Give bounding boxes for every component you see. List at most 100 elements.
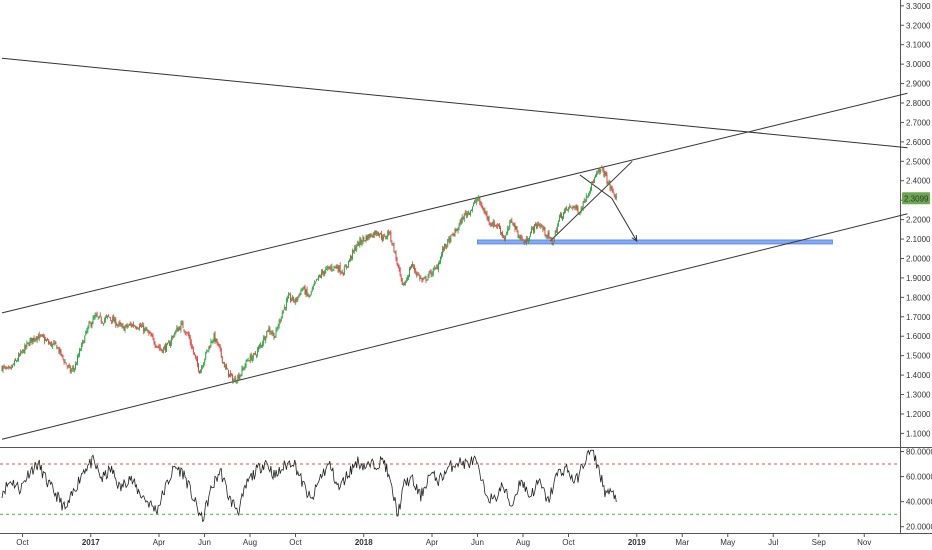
candle-body [238,374,240,379]
candle-body [446,246,448,248]
candle-body [511,220,513,222]
rsi-pane[interactable] [0,449,900,523]
candle-body [532,227,533,229]
price-tick-label: 3.0000 [906,60,931,69]
candle-body [57,347,59,349]
candle-body [572,207,574,209]
candle-body [453,234,455,237]
candle-body [372,232,374,238]
time-tick-label: Jul [768,538,778,547]
candle-body [383,236,385,240]
candle-body [604,172,606,176]
candle-body [159,347,161,349]
candle-body [325,269,327,273]
candle-body [488,217,490,223]
candle-body [614,195,616,199]
candle-body [605,171,607,175]
candle-body [347,260,349,266]
candle-body [527,239,529,243]
candle-body [214,332,216,342]
candle-body [192,348,194,353]
candle-body [354,247,356,252]
price-axis[interactable]: 3.3000 3.2000 3.1000 3.0000 2.9000 2.8000 2.70… [900,2,931,439]
time-axis[interactable]: Oct 2017 Apr Jun Aug Oct 2018 Apr Jun Aug Oct 2019 M… [16,533,871,547]
candle-body [442,248,443,255]
candle-body [589,188,591,192]
candle-body [585,196,587,202]
candle-body [162,347,164,354]
candle-body [156,346,158,348]
candle-body [92,317,94,324]
candle-body [373,232,375,236]
candle-body [222,362,224,363]
candle-body [221,356,223,363]
rsi-tick-label: 20.0000 [906,523,932,532]
candle-body [74,363,76,369]
candle-body [320,276,321,277]
candle-body [206,350,208,353]
price-pane[interactable] [0,0,900,447]
price-tick-label: 2.0000 [906,254,931,263]
candle-body [416,272,418,276]
candle-body [332,269,334,271]
candle-body [410,267,411,269]
time-tick-label: 2019 [628,538,646,547]
candle-body [427,276,429,279]
candle-body [210,341,212,348]
candle-body [355,247,357,251]
candle-body [338,265,340,272]
candle-body [331,266,333,270]
candle-body [34,338,36,341]
candle-body [492,221,494,227]
candle-body [220,348,222,357]
price-tick-label: 2.4000 [906,177,931,186]
candle-body [390,232,392,241]
candle-body [571,207,573,209]
candle-body [197,358,198,365]
candle-body [465,213,467,216]
candle-body [304,286,306,295]
candle-body [113,316,115,322]
candle-body [130,324,132,326]
time-tick-label: Aug [243,538,257,547]
candle-body [190,341,192,348]
candle-body [602,167,604,170]
candle-body [248,360,250,362]
candle-body [478,197,480,199]
candle-body [281,312,283,319]
candle-body [23,349,25,353]
candle-body [153,338,155,344]
candle-body [449,238,451,243]
candle-body [327,266,329,269]
candle-body [486,212,488,218]
time-tick-label: Jun [198,538,211,547]
candle-body [125,324,127,327]
candle-body [576,205,578,209]
candle-body [218,343,220,347]
candle-body [480,202,482,205]
candle-body [500,227,501,233]
candle-body [611,186,613,190]
candle-body [337,267,339,272]
rsi-axis[interactable]: 80.0000 60.0000 40.0000 20.0000 [900,448,932,532]
candle-body [367,234,369,241]
candle-body [547,233,549,237]
candle-body [514,223,516,230]
candle-body [103,319,105,323]
candle-body [109,316,111,318]
candle-body [212,339,214,343]
candle-body [570,205,572,208]
candle-body [362,237,364,244]
candle-body [398,264,400,269]
candle-body [145,328,147,330]
candle-body [31,338,33,343]
time-tick-label: Mar [675,538,689,547]
candle-body [422,279,424,281]
candle-body [261,345,263,346]
candle-body [297,296,299,301]
candle-body [84,335,86,343]
candle-body [178,327,180,331]
candle-body [607,182,609,185]
candle-body [584,201,586,202]
